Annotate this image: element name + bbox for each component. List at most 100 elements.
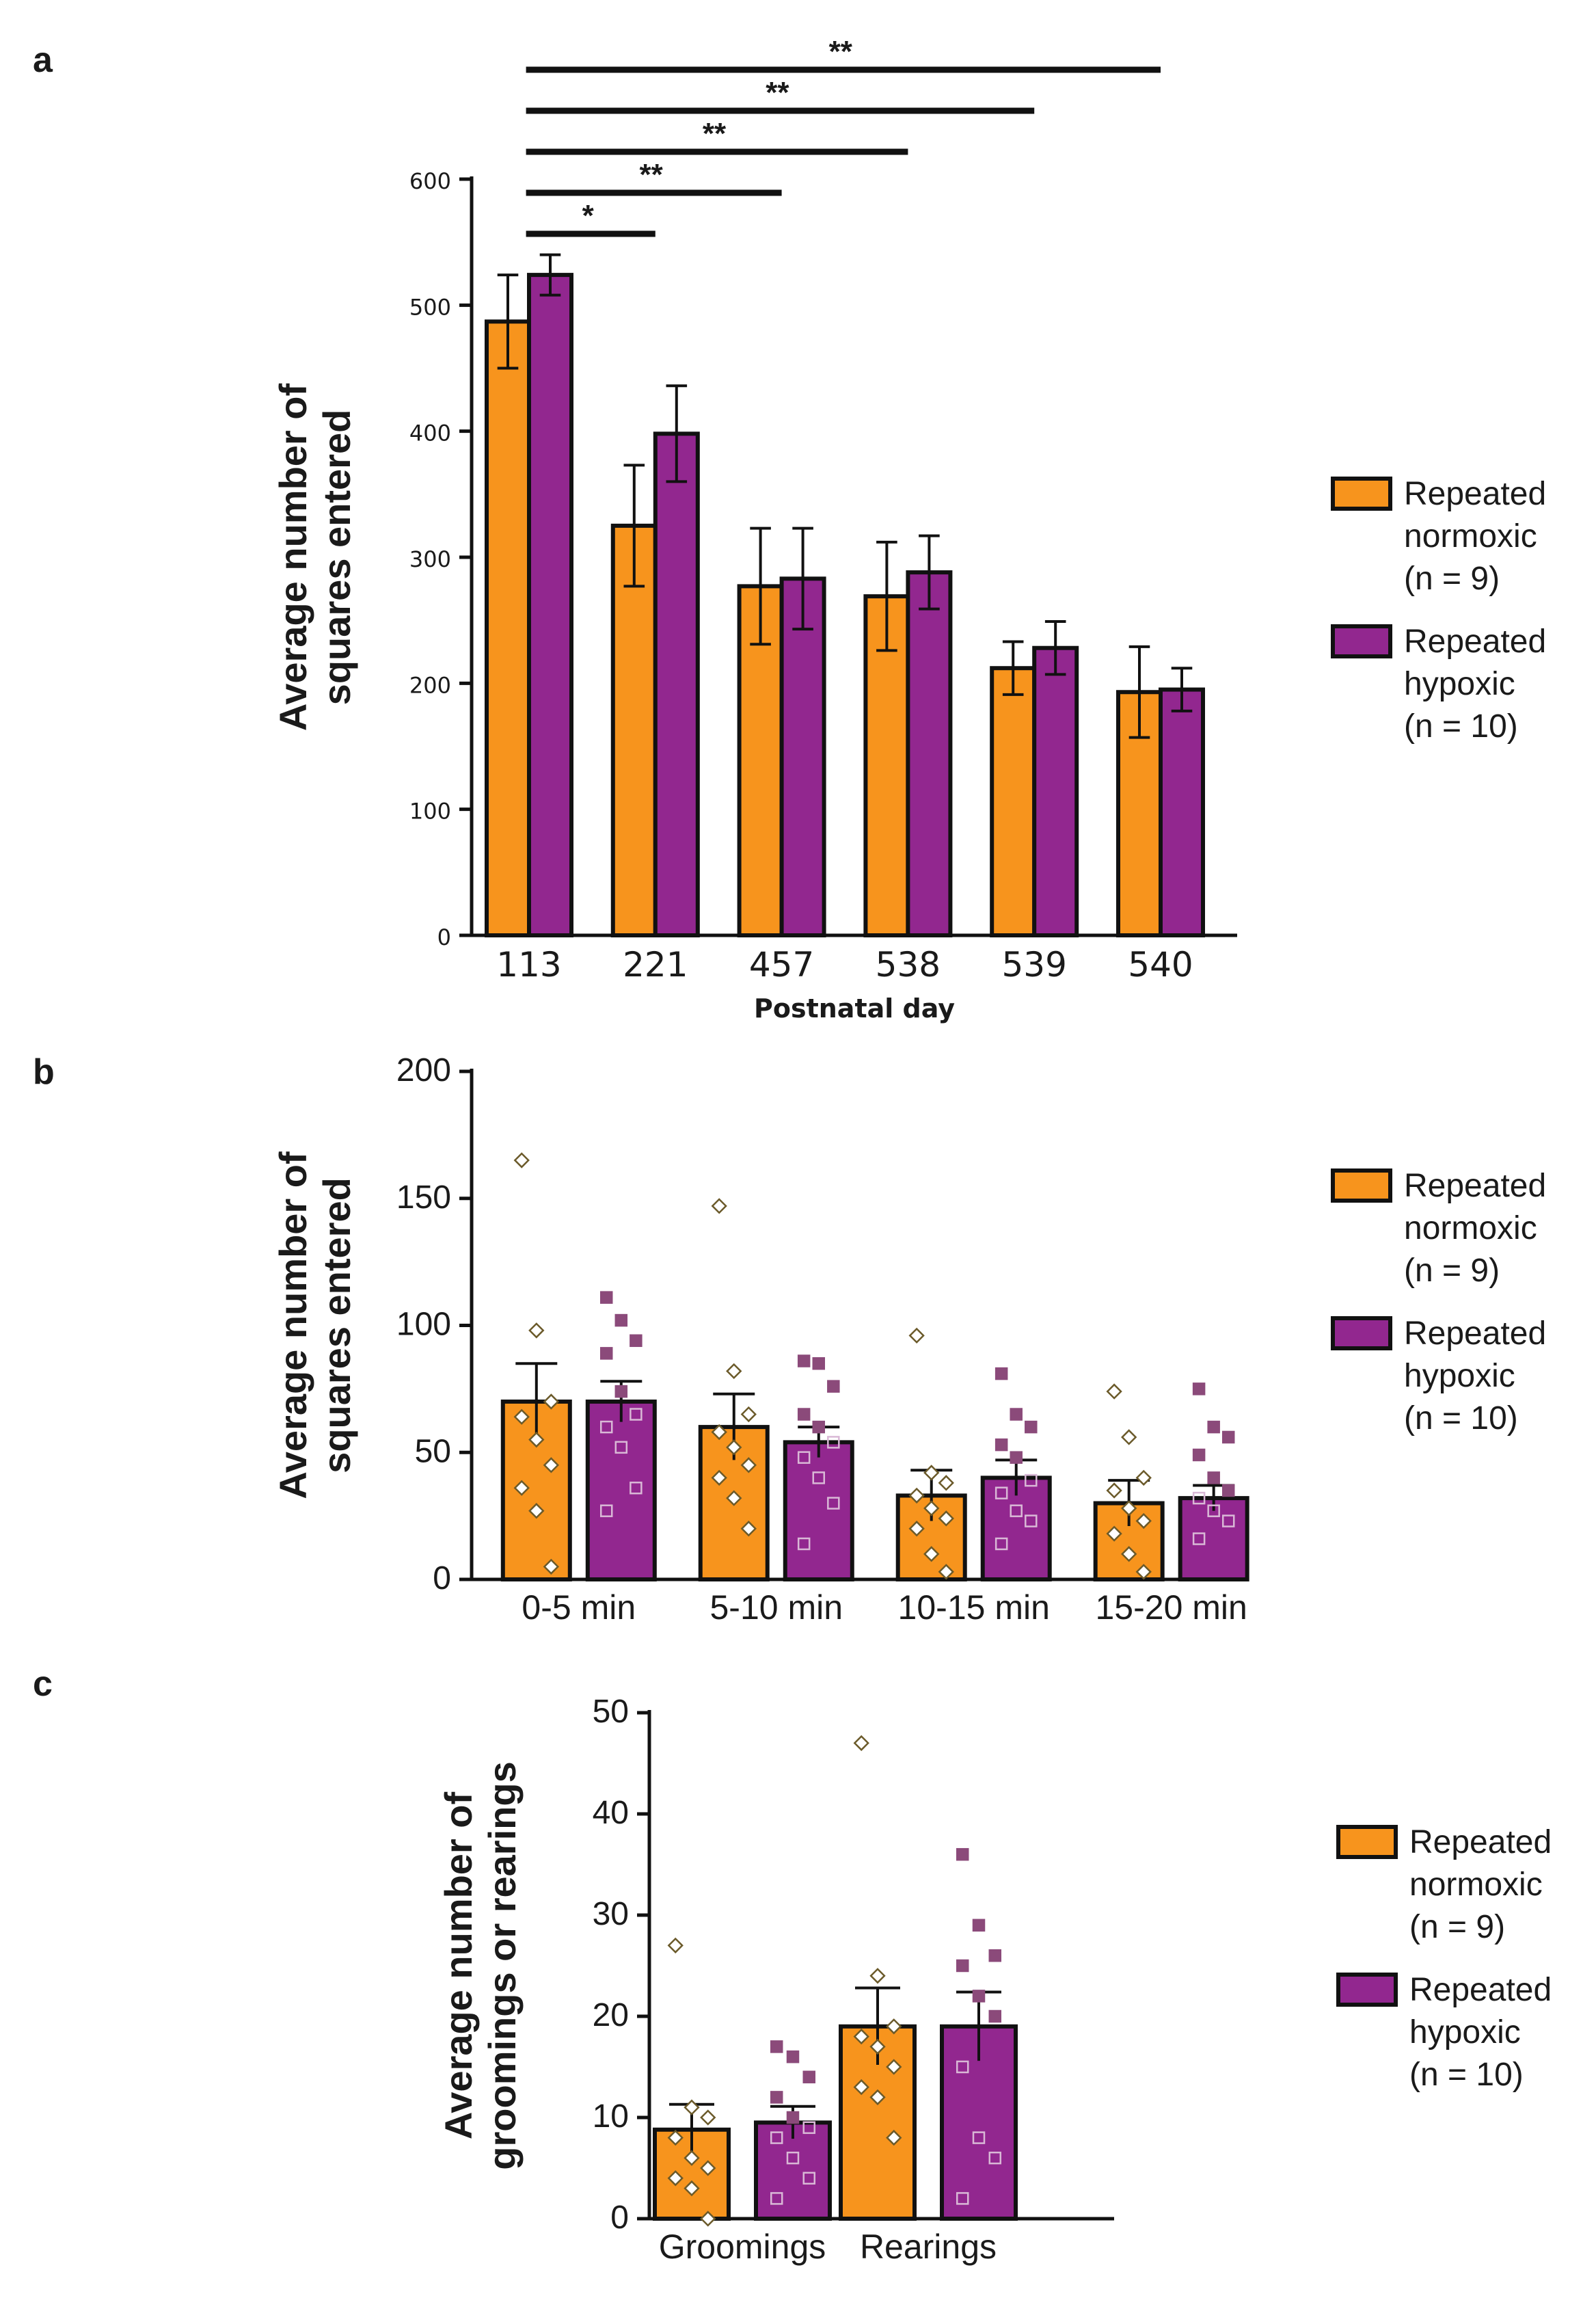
x-tick-label: 5-10 min [709,1588,843,1627]
data-point-hypoxic [995,1367,1008,1380]
significance-label: * [582,199,595,232]
data-point-normoxic [869,2089,886,2106]
y-tick-label: 100 [409,799,451,825]
y-axis-label-line: Average number of [271,1151,314,1499]
legend-label: (n = 10) [1404,708,1518,745]
data-point-normoxic [853,2028,869,2045]
legend-label: (n = 10) [1404,1400,1518,1437]
data-point-hypoxic [827,1380,840,1393]
legend-label: (n = 9) [1409,1909,1505,1945]
data-point-normoxic [869,2038,886,2055]
data-point-normoxic [513,1408,530,1425]
data-point-hypoxic [972,2131,986,2144]
data-point-normoxic [938,1564,954,1580]
data-point-hypoxic [1025,1473,1038,1487]
data-point-hypoxic [1010,1451,1023,1464]
data-point-normoxic [908,1521,925,1537]
legend-label: Repeated [1404,1168,1546,1204]
data-point-hypoxic [802,2070,816,2084]
data-point-hypoxic [1207,1420,1220,1434]
legend-label: Repeated [1404,624,1546,660]
legend-label: (n = 9) [1404,561,1500,597]
y-tick-label: 500 [409,294,451,320]
legend-label: (n = 9) [1404,1253,1500,1289]
data-point-normoxic [740,1457,757,1473]
data-point-hypoxic [614,1385,628,1398]
data-point-hypoxic [630,1408,643,1421]
data-point-normoxic [543,1393,560,1410]
data-point-normoxic [1106,1383,1122,1400]
data-point-hypoxic [988,2009,1002,2023]
data-point-hypoxic [786,2151,800,2165]
legend-swatch-normoxic [1336,1825,1398,1859]
significance-label: ** [766,76,789,109]
data-point-hypoxic [797,1354,811,1367]
data-point-normoxic [528,1503,545,1519]
y-tick-label: 10 [593,2098,629,2135]
data-point-normoxic [1121,1546,1137,1562]
data-point-normoxic [886,2059,902,2075]
legend-label: hypoxic [1409,2014,1521,2050]
bar-normoxic [653,2127,731,2221]
data-point-hypoxic [988,1949,1002,1962]
data-point-normoxic [513,1152,530,1168]
data-point-normoxic [711,1469,727,1486]
legend-label: normoxic [1404,1210,1537,1246]
y-axis-label-line: groomings or rearings [481,1761,524,2169]
panel-c-letter: c [33,1664,53,1704]
data-point-normoxic [711,1424,727,1441]
data-point-normoxic [923,1500,940,1517]
data-point-hypoxic [614,1313,628,1327]
data-point-hypoxic [1192,1448,1206,1462]
y-tick-label: 0 [433,1560,451,1596]
data-point-hypoxic [956,2192,969,2205]
data-point-hypoxic [812,1357,826,1370]
data-point-normoxic [908,1487,925,1504]
data-point-normoxic [726,1439,742,1456]
data-point-hypoxic [988,2151,1002,2165]
x-tick-label: 113 [496,945,561,985]
legend-label: Repeated [1404,1315,1546,1352]
data-point-hypoxic [599,1420,613,1434]
data-point-hypoxic [770,2040,783,2053]
bar-normoxic [485,319,531,937]
legend-label: hypoxic [1404,666,1515,702]
data-point-normoxic [938,1475,954,1491]
data-point-normoxic [543,1558,560,1575]
y-tick-label: 100 [396,1307,451,1343]
x-tick-label: 538 [876,945,941,985]
data-point-normoxic [1135,1512,1152,1529]
data-point-hypoxic [1207,1471,1220,1484]
data-point-hypoxic [1192,1382,1206,1395]
x-axis-label: Postnatal day [754,993,955,1024]
data-point-normoxic [886,2129,902,2146]
data-point-normoxic [923,1546,940,1562]
data-point-normoxic [938,1510,954,1527]
data-point-hypoxic [812,1420,826,1434]
y-axis-label-line: squares entered [315,1177,358,1473]
chart-c: 0 10 20 30 40 50 Average number ofgroomings or… [437,1694,1552,2266]
legend-swatch-normoxic [1331,1168,1392,1203]
data-point-normoxic [684,2180,700,2197]
data-point-hypoxic [599,1347,613,1360]
y-axis-label: Average number ofsquares entered [271,1151,358,1499]
data-point-hypoxic [1221,1514,1235,1527]
y-tick-label: 50 [415,1433,451,1469]
data-point-hypoxic [995,1537,1008,1551]
data-point-normoxic [528,1432,545,1448]
y-tick-label: 600 [409,168,451,194]
data-point-hypoxic [1221,1430,1235,1444]
data-point-hypoxic [956,1959,969,1973]
y-tick-label: 200 [409,672,451,698]
chart-a: 0 100 200 300 400 500 600 Average number ofsqua… [271,35,1546,1024]
bar-hypoxic [1159,687,1205,937]
bar-normoxic [610,523,658,937]
data-point-normoxic [853,2079,869,2096]
y-tick-label: 0 [437,924,451,950]
data-point-hypoxic [614,1441,628,1454]
bar-hypoxic [653,431,700,937]
bar-hypoxic [1032,645,1079,937]
data-point-hypoxic [630,1482,643,1495]
data-point-normoxic [1106,1482,1122,1499]
